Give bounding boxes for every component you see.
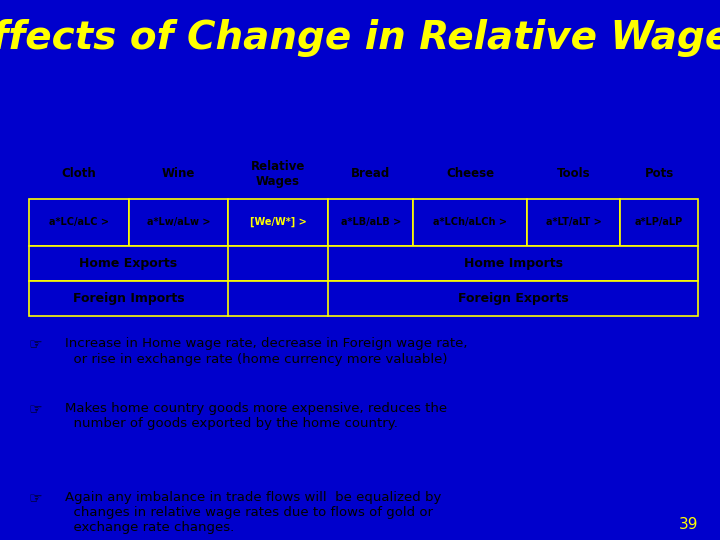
Text: Foreign Exports: Foreign Exports: [458, 292, 569, 305]
Text: a*Lw/aLw >: a*Lw/aLw >: [147, 217, 210, 227]
Bar: [413, 199, 528, 246]
Bar: [29, 246, 698, 281]
Bar: [228, 199, 328, 246]
Text: a*LB/aLB >: a*LB/aLB >: [341, 217, 401, 227]
Text: Relative
Wages: Relative Wages: [251, 160, 305, 187]
Text: Tools: Tools: [557, 167, 590, 180]
Text: Effects of Change in Relative Wages: Effects of Change in Relative Wages: [0, 19, 720, 57]
Text: Increase in Home wage rate, decrease in Foreign wage rate,
  or rise in exchange: Increase in Home wage rate, decrease in …: [65, 338, 467, 366]
Text: Wine: Wine: [162, 167, 195, 180]
Text: ☞: ☞: [29, 338, 42, 353]
Bar: [29, 281, 698, 316]
Text: 39: 39: [679, 517, 698, 532]
Text: a*LT/aLT >: a*LT/aLT >: [546, 217, 602, 227]
Text: a*LP/aLP: a*LP/aLP: [635, 217, 683, 227]
Bar: [528, 199, 620, 246]
Text: ☞: ☞: [29, 491, 42, 507]
Text: Home Imports: Home Imports: [464, 256, 563, 269]
Bar: [620, 199, 698, 246]
Text: Makes home country goods more expensive, reduces the
  number of goods exported : Makes home country goods more expensive,…: [65, 402, 447, 430]
Text: a*LCh/aLCh >: a*LCh/aLCh >: [433, 217, 508, 227]
Text: Pots: Pots: [644, 167, 674, 180]
Bar: [29, 199, 129, 246]
Bar: [129, 199, 228, 246]
Text: Foreign Imports: Foreign Imports: [73, 292, 184, 305]
Text: Home Exports: Home Exports: [79, 256, 178, 269]
Text: Again any imbalance in trade flows will  be equalized by
  changes in relative w: Again any imbalance in trade flows will …: [65, 491, 441, 535]
Text: a*LC/aLC >: a*LC/aLC >: [49, 217, 109, 227]
Text: ☞: ☞: [29, 402, 42, 417]
Text: Bread: Bread: [351, 167, 390, 180]
Text: [We/W*] >: [We/W*] >: [250, 217, 307, 227]
Bar: [328, 199, 413, 246]
Text: Cheese: Cheese: [446, 167, 495, 180]
Text: Cloth: Cloth: [61, 167, 96, 180]
